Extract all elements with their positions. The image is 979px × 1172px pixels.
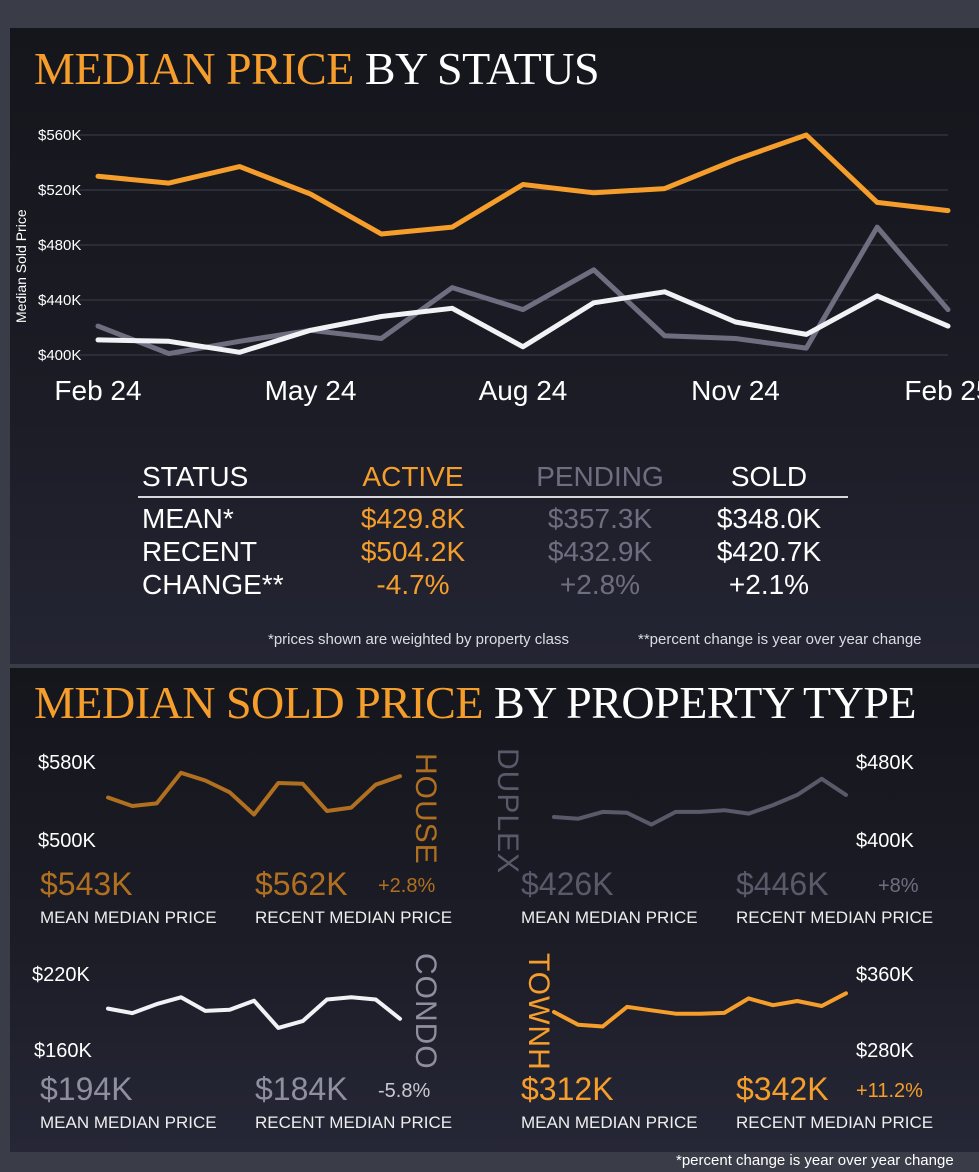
- status-table-header: STATUS ACTIVE PENDING SOLD: [138, 458, 848, 498]
- status-title-highlight: MEDIAN PRICE: [34, 43, 354, 94]
- duplex-change: +8%: [878, 875, 919, 897]
- condo-change: -5.8%: [378, 1080, 431, 1102]
- townh-bottom-tick: $280K: [856, 1040, 914, 1062]
- house-bottom-tick: $500K: [38, 830, 96, 852]
- townh-mean-value: $312K: [521, 1071, 614, 1107]
- townh-change: +11.2%: [856, 1080, 923, 1102]
- house-mean-label: MEAN MEDIAN PRICE: [40, 908, 217, 927]
- mini-series-line: [552, 991, 848, 1029]
- duplex-recent-value: $446K: [736, 866, 829, 902]
- y-tick-label: $480K: [38, 237, 81, 254]
- duplex-type-label: DUPLEX: [491, 748, 524, 875]
- condo-mini-chart: [106, 995, 402, 1030]
- house-type-label: HOUSE: [409, 753, 442, 865]
- cell-active: -4.7%: [376, 568, 450, 600]
- y-tick-label: $440K: [38, 292, 81, 309]
- property-footnote: *percent change is year over year change: [676, 1152, 954, 1169]
- row-label: MEAN*: [142, 502, 234, 534]
- duplex-recent-label: RECENT MEDIAN PRICE: [736, 908, 934, 927]
- y-tick-label: $560K: [38, 127, 81, 144]
- x-tick-label: Nov 24: [691, 375, 780, 406]
- mini-series-line: [552, 776, 848, 827]
- y-tick-label: $400K: [38, 347, 81, 364]
- status-line-chart: $400K $440K $480K $520K $560K Feb 24 May 24 Au…: [13, 127, 979, 406]
- duplex-mean-label: MEAN MEDIAN PRICE: [521, 908, 698, 927]
- townh-mean-label: MEAN MEDIAN PRICE: [521, 1113, 698, 1132]
- header-status: STATUS: [142, 461, 249, 492]
- condo-recent-value: $184K: [255, 1071, 348, 1107]
- series-line-sold: [95, 289, 951, 355]
- property-title-rest: BY PROPERTY TYPE: [493, 677, 917, 728]
- cell-active: $504.2K: [360, 535, 466, 567]
- condo-type-label: CONDO: [409, 953, 442, 1070]
- cell-pending: +2.8%: [559, 568, 641, 600]
- condo-mean-value: $194K: [40, 1071, 133, 1107]
- townh-recent-label: RECENT MEDIAN PRICE: [736, 1113, 934, 1132]
- cell-sold: $420.7K: [716, 535, 822, 567]
- table-row-recent: RECENT $504.2K $432.9K $420.7K: [138, 535, 848, 568]
- duplex-mini-chart: [552, 776, 848, 827]
- condo-bottom-tick: $160K: [34, 1040, 92, 1062]
- header-pending: PENDING: [536, 461, 664, 492]
- cell-sold: +2.1%: [728, 568, 810, 600]
- header-active: ACTIVE: [362, 461, 464, 492]
- cell-sold: $348.0K: [716, 502, 822, 534]
- house-mean-value: $543K: [40, 866, 133, 902]
- row-label: CHANGE**: [142, 568, 284, 600]
- y-axis-label: Median Sold Price: [13, 209, 29, 323]
- cell-pending: $432.9K: [547, 535, 653, 567]
- status-table: STATUS ACTIVE PENDING SOLD MEAN* $429.8K…: [138, 458, 848, 601]
- x-tick-label: Aug 24: [479, 375, 568, 406]
- x-tick-label: May 24: [265, 375, 357, 406]
- status-title-rest: BY STATUS: [364, 43, 600, 94]
- duplex-top-tick: $480K: [856, 752, 914, 774]
- house-recent-label: RECENT MEDIAN PRICE: [255, 908, 453, 927]
- house-change: +2.8%: [378, 875, 436, 897]
- townh-mini-chart: [552, 991, 848, 1029]
- series-line-pending: [95, 224, 951, 357]
- house-mini-chart: [106, 770, 402, 817]
- row-label: RECENT: [142, 535, 258, 567]
- footnote-yoy: **percent change is year over year chang…: [638, 631, 922, 648]
- footnote-weighted: *prices shown are weighted by property c…: [268, 631, 569, 648]
- house-top-tick: $580K: [38, 752, 96, 774]
- cell-active: $429.8K: [360, 502, 466, 534]
- x-tick-label: Feb 24: [54, 375, 141, 406]
- duplex-mean-value: $426K: [521, 866, 614, 902]
- header-sold: SOLD: [730, 461, 808, 492]
- mini-series-line: [106, 770, 402, 817]
- property-panel: MEDIAN SOLD PRICE BY PROPERTY TYPE $580K…: [10, 668, 979, 1152]
- property-title: MEDIAN SOLD PRICE BY PROPERTY TYPE: [34, 676, 917, 729]
- property-title-highlight: MEDIAN SOLD PRICE: [34, 677, 483, 728]
- x-tick-label: Feb 25: [904, 375, 979, 406]
- cell-pending: $357.3K: [547, 502, 653, 534]
- table-row-change: CHANGE** -4.7% +2.8% +2.1%: [138, 568, 848, 601]
- y-tick-label: $520K: [38, 182, 81, 199]
- townh-recent-value: $342K: [736, 1071, 829, 1107]
- status-panel: MEDIAN PRICE BY STATUS $400K $440K $480K $5…: [10, 28, 979, 664]
- house-recent-value: $562K: [255, 866, 348, 902]
- status-title: MEDIAN PRICE BY STATUS: [34, 42, 600, 95]
- townh-top-tick: $360K: [856, 964, 914, 986]
- series-line-active: [95, 132, 951, 237]
- condo-mean-label: MEAN MEDIAN PRICE: [40, 1113, 217, 1132]
- mini-series-line: [106, 995, 402, 1030]
- condo-recent-label: RECENT MEDIAN PRICE: [255, 1113, 453, 1132]
- table-row-mean: MEAN* $429.8K $357.3K $348.0K: [138, 502, 848, 535]
- condo-top-tick: $220K: [32, 964, 90, 986]
- duplex-bottom-tick: $400K: [856, 830, 914, 852]
